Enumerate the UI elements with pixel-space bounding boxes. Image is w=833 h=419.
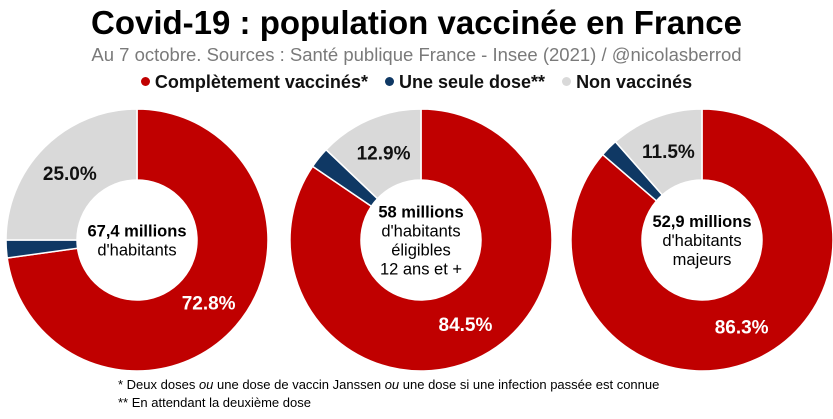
legend-marker: [140, 76, 150, 86]
center-label: 67,4 millions: [87, 223, 186, 241]
legend-marker: [384, 76, 394, 86]
donut-slice: [289, 108, 553, 372]
legend-marker: [562, 76, 572, 86]
chart-title: Covid-19 : population vaccinée en France: [91, 4, 742, 41]
data-label: 12.9%: [357, 144, 411, 165]
data-label: 72.8%: [182, 293, 236, 314]
donut-slice: [6, 108, 269, 372]
center-label: 58 millions: [378, 204, 463, 222]
donut-slice: [614, 108, 703, 197]
legend-item-non-vaccines: Non vaccinés: [562, 72, 692, 92]
data-label: 11.5%: [642, 142, 695, 163]
center-label: 12 ans et +: [380, 261, 462, 279]
legend-item-complet: Complètement vaccinés*: [140, 72, 368, 92]
donut-slice: [5, 108, 138, 241]
legend-label: Non vaccinés: [576, 72, 693, 92]
center-label: d'habitants: [97, 242, 176, 260]
center-label: majeurs: [673, 251, 732, 269]
center-label: éligibles: [391, 242, 451, 260]
legend-label: Une seule dose**: [398, 72, 546, 92]
footnote-2: ** En attendant la deuxième dose: [118, 395, 311, 410]
data-label: 25.0%: [43, 164, 97, 185]
center-label: d'habitants: [381, 223, 460, 241]
legend-label: Complètement vaccinés*: [154, 72, 368, 92]
center-label: d'habitants: [662, 232, 741, 250]
data-label: 84.5%: [439, 315, 493, 336]
data-label: 86.3%: [715, 317, 769, 338]
legend-item-une-dose: Une seule dose**: [384, 72, 546, 92]
footnote-1: * Deux doses ou une dose de vaccin Janss…: [118, 377, 660, 392]
legend: Complètement vaccinés* Une seule dose** …: [0, 72, 833, 93]
donut-slice: [325, 108, 422, 200]
center-label: 52,9 millions: [652, 213, 751, 231]
chart-subtitle: Au 7 octobre. Sources : Santé publique F…: [91, 44, 742, 65]
